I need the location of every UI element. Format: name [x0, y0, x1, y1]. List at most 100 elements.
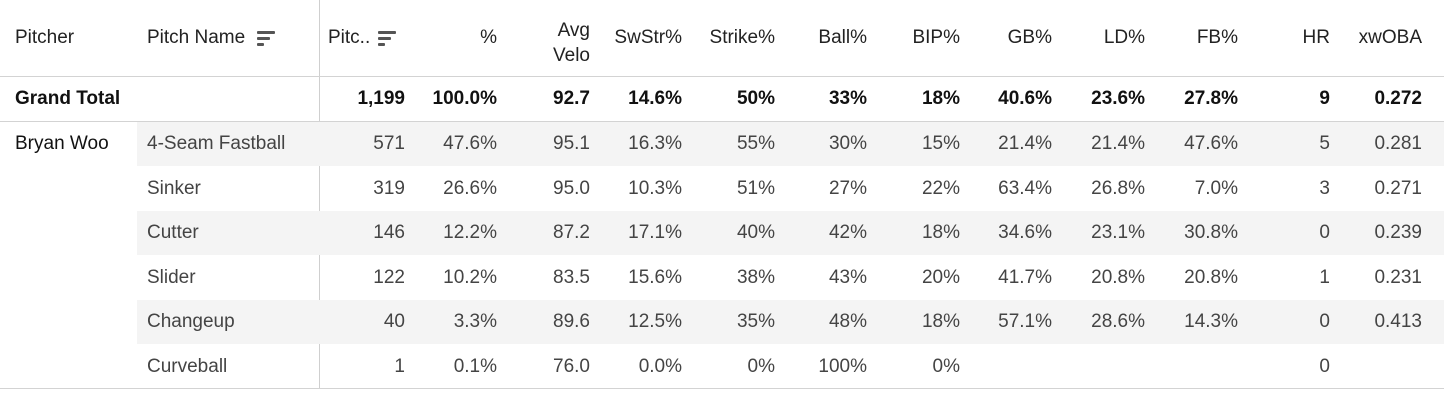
- cell-pitch-name: Cutter: [147, 222, 199, 243]
- cell-hr: 0: [1319, 311, 1330, 332]
- cell-ld: 26.8%: [1091, 178, 1145, 199]
- header-xwoba-label: xwOBA: [1358, 27, 1422, 48]
- cell-strike: 50%: [736, 88, 775, 109]
- cell-velo: 89.6: [553, 311, 590, 332]
- cell-hr: 1: [1319, 267, 1330, 288]
- header-swstr[interactable]: SwStr%: [590, 0, 682, 76]
- total-divider: [0, 121, 1444, 122]
- header-strike-label: Strike%: [709, 27, 775, 48]
- cell-hr: 5: [1319, 133, 1330, 154]
- header-pct[interactable]: %: [405, 0, 497, 76]
- cell-fb: 20.8%: [1184, 267, 1238, 288]
- cell-ball: 30%: [828, 133, 867, 154]
- cell-ball: 48%: [828, 311, 867, 332]
- cell-strike: 51%: [736, 178, 775, 199]
- header-swstr-label: SwStr%: [614, 27, 682, 48]
- header-bip-label: BIP%: [912, 27, 960, 48]
- cell-strike: 38%: [736, 267, 775, 288]
- pitcher-column-divider: [319, 0, 320, 388]
- sort-descending-icon[interactable]: [378, 29, 397, 47]
- cell-pct: 47.6%: [443, 133, 497, 154]
- cell-count: 40: [383, 311, 405, 332]
- cell-hr: 0: [1319, 356, 1330, 377]
- cell-velo: 92.7: [553, 88, 590, 109]
- cell-strike: 35%: [736, 311, 775, 332]
- cell-ld: [1052, 345, 1145, 389]
- grand-total-label: Grand Total: [15, 88, 121, 109]
- header-xwoba[interactable]: xwOBA: [1330, 0, 1422, 76]
- cell-ball: 27%: [828, 178, 867, 199]
- cell-bip: 15%: [921, 133, 960, 154]
- cell-pitch-name: 4-Seam Fastball: [147, 133, 286, 154]
- cell-pct: 12.2%: [443, 222, 497, 243]
- cell-xwoba: 0.231: [1374, 267, 1422, 288]
- cell-swstr: 0.0%: [638, 356, 682, 377]
- cell-xwoba: 0.239: [1374, 222, 1422, 243]
- cell-pct: 100.0%: [432, 88, 497, 109]
- header-pitch-name[interactable]: Pitch Name: [147, 0, 317, 76]
- header-fb[interactable]: FB%: [1145, 0, 1238, 76]
- cell-pitch-name: Changeup: [147, 311, 235, 332]
- header-avg-velo-line2: Velo: [553, 44, 590, 66]
- cell-count: 1: [394, 356, 405, 377]
- row-shading: [137, 300, 1444, 344]
- table-row[interactable]: Changeup 40 3.3% 89.6 12.5% 35% 48% 18% 57.1% 28.…: [0, 300, 1444, 344]
- table-row[interactable]: Cutter 146 12.2% 87.2 17.1% 40% 42% 18% 34.6% 23.…: [0, 211, 1444, 255]
- cell-bip: 22%: [921, 178, 960, 199]
- cell-strike: 40%: [736, 222, 775, 243]
- cell-ld: 28.6%: [1091, 311, 1145, 332]
- cell-fb: 30.8%: [1184, 222, 1238, 243]
- cell-fb: [1145, 345, 1238, 389]
- table-header: Pitcher Pitch Name Pitc.. % Avg Velo SwSt…: [0, 0, 1444, 76]
- cell-fb: 14.3%: [1184, 311, 1238, 332]
- header-hr[interactable]: HR: [1238, 0, 1330, 76]
- cell-xwoba: 0.281: [1374, 133, 1422, 154]
- header-pitcher[interactable]: Pitcher: [15, 0, 135, 76]
- header-gb[interactable]: GB%: [960, 0, 1052, 76]
- cell-swstr: 10.3%: [628, 178, 682, 199]
- table-row[interactable]: Bryan Woo 4-Seam Fastball 571 47.6% 95.1 16.3…: [0, 122, 1444, 166]
- cell-gb: 41.7%: [998, 267, 1052, 288]
- cell-bip: 18%: [921, 311, 960, 332]
- cell-gb: 63.4%: [998, 178, 1052, 199]
- cell-fb: 7.0%: [1194, 178, 1238, 199]
- header-gb-label: GB%: [1007, 27, 1052, 48]
- cell-ball: 100%: [818, 356, 867, 377]
- header-avg-velo-label: Avg Velo: [553, 9, 590, 68]
- row-shading: [137, 122, 1444, 166]
- row-shading: [137, 211, 1444, 255]
- cell-strike: 55%: [736, 133, 775, 154]
- cell-swstr: 15.6%: [628, 267, 682, 288]
- cell-gb: 21.4%: [998, 133, 1052, 154]
- header-ball[interactable]: Ball%: [775, 0, 867, 76]
- table-row[interactable]: Curveball 1 0.1% 76.0 0.0% 0% 100% 0% 0: [0, 345, 1444, 389]
- header-ld-label: LD%: [1103, 27, 1145, 48]
- cell-pct: 0.1%: [453, 356, 497, 377]
- header-strike[interactable]: Strike%: [682, 0, 775, 76]
- table-row[interactable]: Sinker 319 26.6% 95.0 10.3% 51% 27% 22% 63.4% 26.…: [0, 167, 1444, 211]
- header-ld[interactable]: LD%: [1052, 0, 1145, 76]
- cell-xwoba: 0.272: [1374, 88, 1422, 109]
- grand-total-row[interactable]: Grand Total 1,199 100.0% 92.7 14.6% 50% …: [0, 77, 1444, 121]
- header-pitch-count[interactable]: Pitc..: [328, 0, 418, 76]
- table-row[interactable]: Slider 122 10.2% 83.5 15.6% 38% 43% 20% 41.7% 20.…: [0, 256, 1444, 300]
- cell-ld: 23.1%: [1091, 222, 1145, 243]
- cell-pitch-name: Curveball: [147, 356, 228, 377]
- sort-descending-icon[interactable]: [257, 29, 276, 47]
- header-bip[interactable]: BIP%: [867, 0, 960, 76]
- header-divider: [0, 76, 1444, 77]
- cell-velo: 87.2: [553, 222, 590, 243]
- cell-count: 571: [373, 133, 405, 154]
- cell-fb: 47.6%: [1184, 133, 1238, 154]
- header-avg-velo-line1: Avg: [557, 19, 590, 41]
- cell-hr: 3: [1319, 178, 1330, 199]
- cell-pct: 26.6%: [443, 178, 497, 199]
- cell-ld: 20.8%: [1091, 267, 1145, 288]
- cell-ball: 43%: [828, 267, 867, 288]
- header-pitch-count-label: Pitc..: [328, 27, 371, 48]
- cell-xwoba: 0.413: [1374, 311, 1422, 332]
- cell-bip: 0%: [932, 356, 960, 377]
- cell-swstr: 14.6%: [628, 88, 682, 109]
- header-avg-velo[interactable]: Avg Velo: [497, 0, 590, 76]
- cell-swstr: 12.5%: [628, 311, 682, 332]
